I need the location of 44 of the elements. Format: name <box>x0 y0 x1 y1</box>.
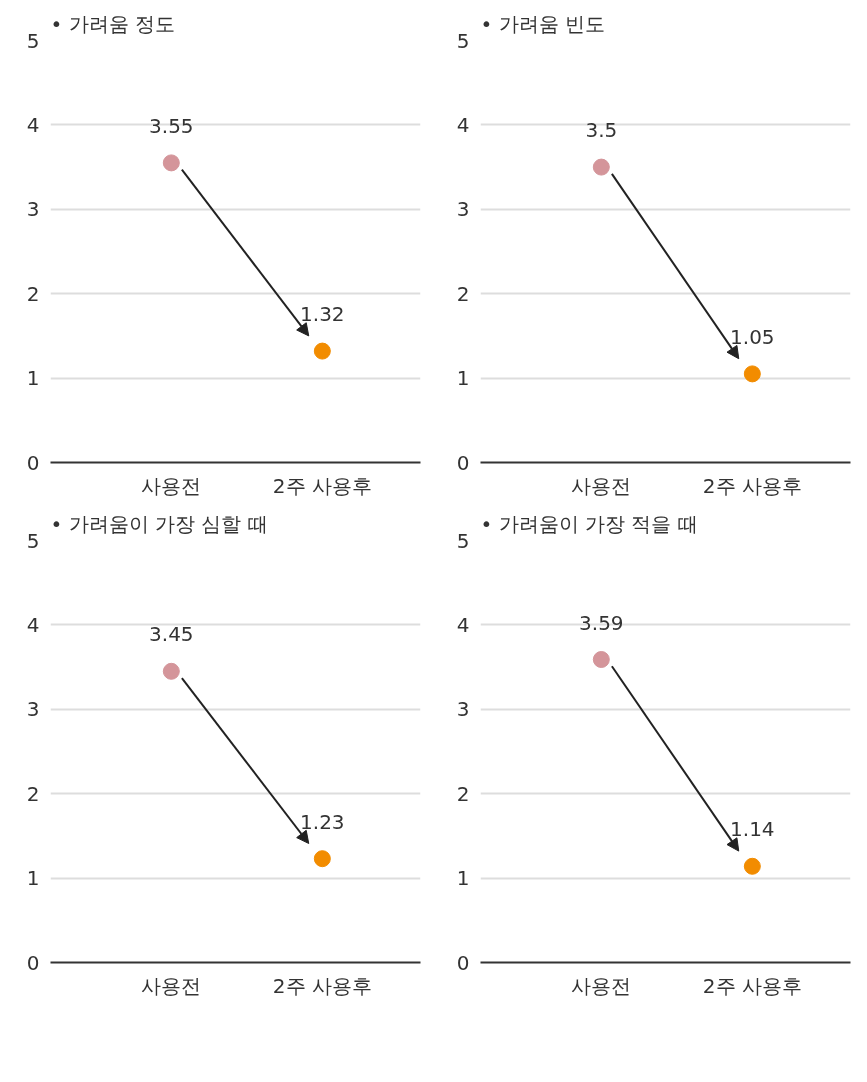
x-tick-label: 사용전 <box>571 473 632 498</box>
y-tick-label: 4 <box>26 612 40 637</box>
data-label: 1.23 <box>300 809 345 834</box>
y-tick-label: 0 <box>456 950 470 975</box>
y-tick-label: 1 <box>456 866 470 891</box>
data-label: 3.45 <box>149 622 194 647</box>
y-tick-label: 5 <box>456 528 470 553</box>
y-tick-label: 5 <box>26 28 40 53</box>
y-tick-label: 4 <box>456 612 470 637</box>
x-tick-label: 사용전 <box>141 473 202 498</box>
y-tick-label: 4 <box>26 112 40 137</box>
y-tick-label: 2 <box>456 281 470 306</box>
y-tick-label: 3 <box>456 697 470 722</box>
y-tick-label: 0 <box>26 950 40 975</box>
y-tick-label: 3 <box>26 197 40 222</box>
y-tick-label: 5 <box>456 28 470 53</box>
y-tick-label: 1 <box>26 866 40 891</box>
chart-title: • 가려움 빈도 <box>480 11 606 36</box>
y-tick-label: 1 <box>26 366 40 391</box>
chart-title: • 가려움 정도 <box>50 11 176 36</box>
x-tick-label: 사용전 <box>571 973 632 998</box>
y-tick-label: 0 <box>456 450 470 475</box>
chart-title: • 가려움이 가장 심할 때 <box>50 511 268 536</box>
y-tick-label: 3 <box>26 697 40 722</box>
data-label: 3.59 <box>579 610 624 635</box>
y-tick-label: 0 <box>26 450 40 475</box>
x-tick-label: 사용전 <box>141 973 202 998</box>
y-tick-label: 5 <box>26 528 40 553</box>
chart-title: • 가려움이 가장 적을 때 <box>480 511 698 536</box>
y-tick-label: 1 <box>456 366 470 391</box>
x-tick-label: 2주 사용후 <box>702 973 802 998</box>
y-tick-label: 2 <box>26 781 40 806</box>
data-label: 1.14 <box>730 817 775 842</box>
data-label: 1.32 <box>300 302 345 327</box>
x-tick-label: 2주 사용후 <box>702 473 802 498</box>
x-tick-label: 2주 사용후 <box>272 973 372 998</box>
x-tick-label: 2주 사용후 <box>272 473 372 498</box>
y-tick-label: 2 <box>26 281 40 306</box>
data-label: 3.55 <box>149 113 194 138</box>
y-tick-label: 3 <box>456 197 470 222</box>
data-label: 1.05 <box>730 324 775 349</box>
y-tick-label: 4 <box>456 112 470 137</box>
y-tick-label: 2 <box>456 781 470 806</box>
data-label: 3.5 <box>585 118 618 143</box>
